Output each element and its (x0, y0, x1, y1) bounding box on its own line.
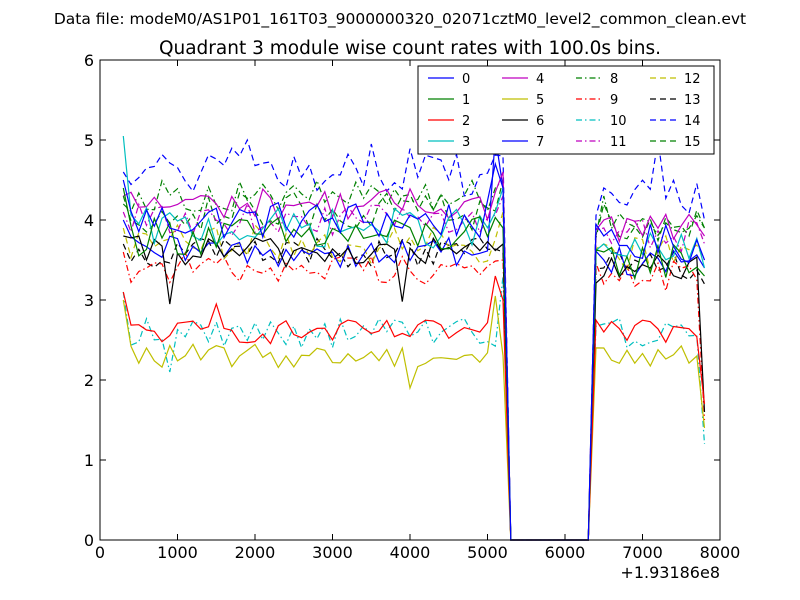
x-axis: 0 1000 2000 3000 4000 5000 6000 7000 8000 (95, 60, 740, 562)
x-tick-label: 3000 (312, 543, 353, 562)
legend-label-13: 13 (684, 93, 701, 108)
x-tick-label: 7000 (622, 543, 663, 562)
y-tick-label: 3 (84, 291, 94, 310)
legend-label-4: 4 (536, 72, 544, 87)
y-tick-label: 0 (84, 531, 94, 550)
legend-label-12: 12 (684, 72, 701, 87)
legend-label-2: 2 (462, 114, 470, 129)
legend-label-5: 5 (536, 93, 544, 108)
legend-label-10: 10 (610, 114, 627, 129)
series-line-5 (122, 295, 706, 541)
legend-label-9: 9 (610, 93, 618, 108)
legend-label-3: 3 (462, 135, 470, 150)
legend-label-7: 7 (536, 135, 544, 150)
x-tick-label: 4000 (390, 543, 431, 562)
series-line-0 (122, 161, 706, 541)
x-tick-label: 8000 (700, 543, 741, 562)
chart-title: Quadrant 3 module wise count rates with … (159, 38, 661, 59)
x-offset-label: +1.93186e8 (620, 563, 720, 582)
x-tick-label: 5000 (467, 543, 508, 562)
legend-label-15: 15 (684, 135, 701, 150)
y-tick-label: 1 (84, 451, 94, 470)
series-line-8 (122, 178, 706, 541)
legend-label-6: 6 (536, 114, 544, 129)
y-tick-label: 4 (84, 211, 94, 230)
legend-label-1: 1 (462, 93, 470, 108)
legend-label-8: 8 (610, 72, 618, 87)
series-line-4 (123, 171, 705, 541)
series-line-6 (123, 235, 706, 541)
series-line-9 (122, 251, 706, 541)
y-tick-label: 6 (84, 51, 94, 70)
series-layer (122, 135, 706, 541)
x-tick-label: 6000 (545, 543, 586, 562)
series-line-3 (122, 135, 706, 541)
x-tick-label: 2000 (235, 543, 276, 562)
x-tick-label: 0 (95, 543, 105, 562)
series-line-15 (122, 179, 706, 541)
series-line-2 (122, 275, 706, 541)
legend-box (417, 65, 715, 155)
x-tick-label: 1000 (157, 543, 198, 562)
legend-label-14: 14 (684, 114, 701, 129)
series-line-12 (122, 211, 706, 541)
series-line-1 (122, 187, 705, 541)
y-tick-label: 2 (84, 371, 94, 390)
data-file-label: Data file: modeM0/AS1P01_161T03_90000003… (54, 10, 746, 29)
legend-label-11: 11 (610, 135, 627, 150)
series-line-14 (122, 138, 706, 541)
legend-label-0: 0 (462, 72, 470, 87)
y-tick-label: 5 (84, 131, 94, 150)
